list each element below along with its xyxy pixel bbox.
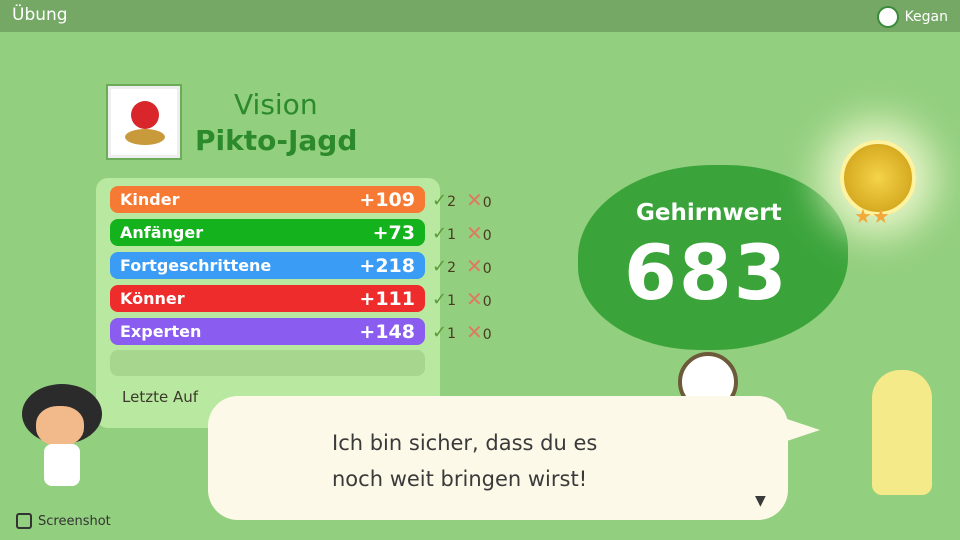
level-label: Anfänger	[120, 223, 204, 242]
brain-score-cloud	[578, 165, 848, 350]
result-row: Anfänger +73	[110, 219, 425, 246]
cross-icon: ✕	[466, 221, 483, 245]
result-marks: ✓2 ✕0	[432, 254, 492, 278]
wrong-count: 0	[482, 261, 492, 277]
cross-icon: ✕	[466, 320, 483, 344]
result-marks: ✓1 ✕0	[432, 221, 492, 245]
result-row: Fortgeschrittene +218	[110, 252, 425, 279]
result-marks: ✓1 ✕0	[432, 287, 492, 311]
dialog-line: noch weit bringen wirst!	[332, 467, 588, 491]
result-marks: ✓2 ✕0	[432, 188, 492, 212]
check-icon: ✓	[432, 222, 448, 244]
dialog-tail	[784, 418, 820, 442]
professor-character	[872, 370, 932, 495]
check-icon: ✓	[432, 288, 448, 310]
dialog-line: Ich bin sicher, dass du es	[332, 431, 598, 455]
user-profile[interactable]: Kegan	[876, 6, 948, 28]
screenshot-label: Screenshot	[38, 513, 111, 529]
dialog-text: Ich bin sicher, dass du es noch weit brin…	[332, 425, 597, 497]
correct-count: 1	[447, 325, 457, 342]
wrong-count: 0	[482, 294, 492, 310]
star-rating: ★★	[854, 204, 890, 228]
brain-score-value: 683	[624, 228, 789, 317]
result-row: Experten +148	[110, 318, 425, 345]
level-label: Könner	[120, 289, 185, 308]
result-row: Könner +111	[110, 285, 425, 312]
wrong-count: 0	[482, 228, 492, 244]
level-points: +111	[359, 287, 415, 310]
correct-count: 1	[447, 226, 457, 243]
game-name: Pikto-Jagd	[195, 124, 358, 157]
game-category: Vision	[234, 88, 318, 121]
check-icon: ✓	[432, 321, 448, 343]
capture-button-icon	[16, 513, 32, 529]
avatar	[876, 6, 899, 28]
medal-icon	[840, 140, 916, 216]
apple-icon	[131, 101, 159, 129]
level-points: +109	[359, 188, 415, 211]
page-title: Übung	[12, 5, 68, 25]
brain-score-label: Gehirnwert	[636, 200, 782, 226]
correct-count: 2	[447, 259, 457, 276]
cross-icon: ✕	[466, 254, 483, 278]
check-icon: ✓	[432, 255, 448, 277]
level-label: Kinder	[120, 190, 180, 209]
result-row: Kinder +109	[110, 186, 425, 213]
level-points: +218	[359, 254, 415, 277]
level-points: +73	[372, 221, 415, 244]
cross-icon: ✕	[466, 188, 483, 212]
last-task-label: Letzte Auf	[122, 388, 199, 406]
user-name: Kegan	[904, 9, 948, 25]
wrong-count: 0	[482, 195, 492, 211]
screenshot-hint[interactable]: Screenshot	[16, 513, 111, 529]
continue-arrow-icon[interactable]: ▼	[755, 493, 766, 509]
check-icon: ✓	[432, 189, 448, 211]
dialog-box[interactable]	[208, 396, 788, 520]
level-label: Experten	[120, 322, 202, 341]
hole-icon	[125, 129, 165, 145]
cross-icon: ✕	[466, 287, 483, 311]
top-bar: Übung Kegan	[0, 0, 960, 32]
character-left	[22, 384, 102, 494]
wrong-count: 0	[482, 327, 492, 343]
result-marks: ✓1 ✕0	[432, 320, 492, 344]
level-label: Fortgeschrittene	[120, 256, 272, 275]
correct-count: 1	[447, 292, 457, 309]
game-icon	[108, 86, 180, 158]
level-points: +148	[359, 320, 415, 343]
correct-count: 2	[447, 193, 457, 210]
empty-row	[110, 350, 425, 376]
